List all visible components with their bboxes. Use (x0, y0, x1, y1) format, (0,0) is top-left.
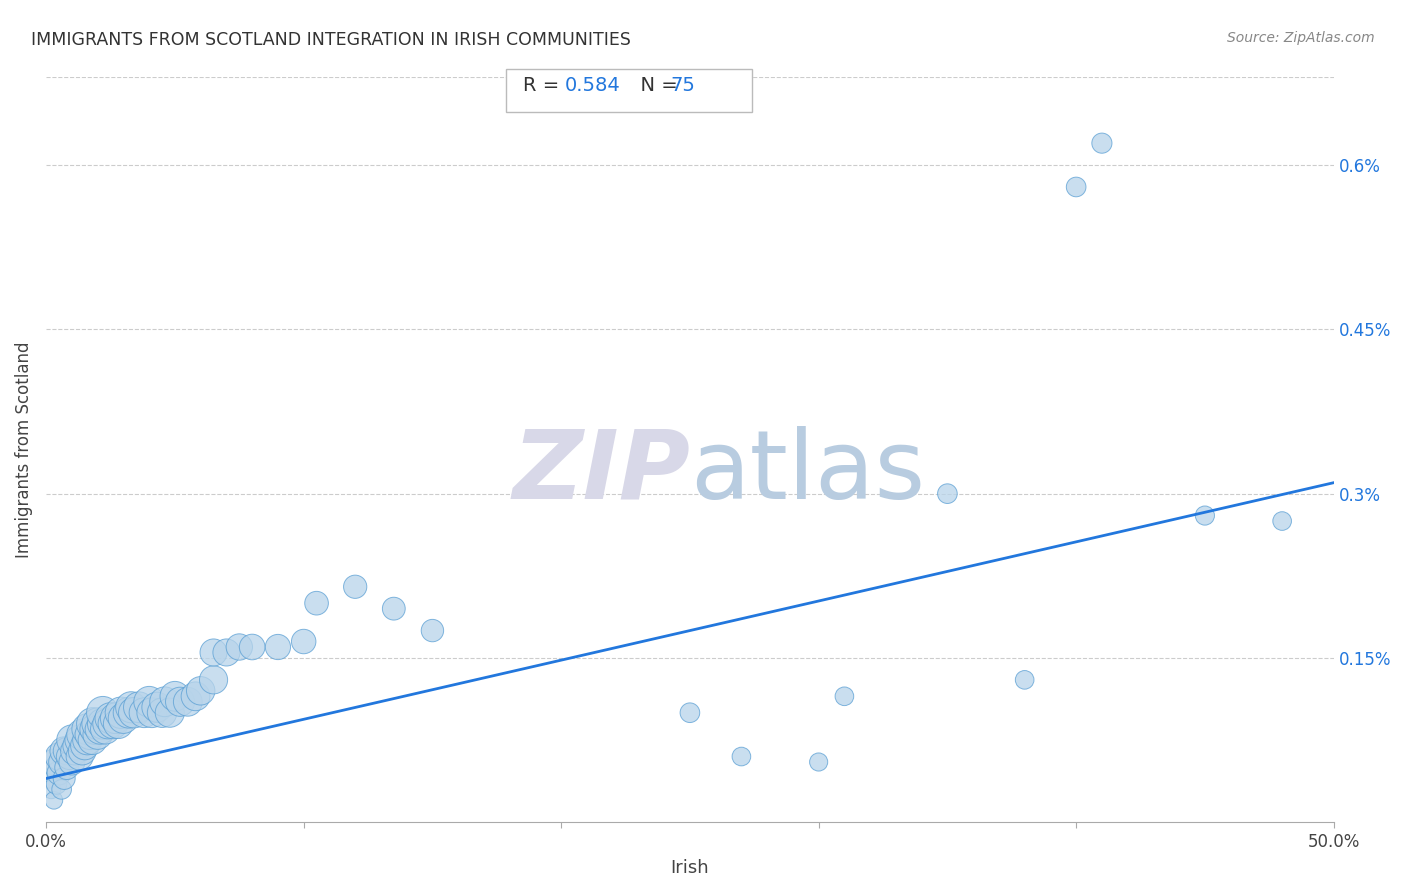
Point (132, 706, 155, 720)
Text: ZIP: ZIP (512, 425, 690, 518)
Text: IMMIGRANTS FROM SCOTLAND INTEGRATION IN IRISH COMMUNITIES: IMMIGRANTS FROM SCOTLAND INTEGRATION IN … (31, 31, 631, 49)
Point (86, 716, 108, 731)
Point (936, 486, 959, 500)
Point (70, 744, 93, 758)
Point (267, 640, 290, 654)
Point (807, 755, 830, 769)
Point (150, 706, 173, 720)
Point (38, 772, 60, 786)
Point (48, 766, 70, 780)
Point (63, 744, 86, 758)
Text: N =: N = (628, 76, 685, 95)
Point (58, 749, 80, 764)
Point (60, 733, 83, 747)
Point (305, 596, 328, 610)
Point (1271, 514, 1294, 528)
Point (84, 722, 107, 736)
Point (76, 733, 98, 747)
Point (1014, 673, 1036, 687)
Point (344, 580, 367, 594)
Point (159, 706, 181, 720)
Point (86, 728, 108, 742)
Point (66, 739, 89, 753)
Point (1091, 136, 1114, 150)
Point (94, 722, 117, 736)
Point (45, 760, 67, 774)
Point (110, 706, 132, 720)
Point (41, 782, 63, 797)
Point (97, 716, 120, 731)
Point (112, 711, 135, 725)
Point (82, 716, 104, 731)
Point (177, 695, 200, 709)
Point (56, 760, 79, 774)
Point (89, 722, 111, 736)
Text: Source: ZipAtlas.com: Source: ZipAtlas.com (1227, 31, 1375, 45)
Point (117, 706, 139, 720)
Point (146, 700, 169, 714)
Point (53, 744, 76, 758)
Point (82, 733, 104, 747)
Point (153, 695, 176, 709)
Point (42, 755, 65, 769)
Point (48, 749, 70, 764)
Text: R =: R = (523, 76, 565, 95)
Point (382, 601, 405, 615)
Point (76, 722, 98, 736)
Point (51, 782, 73, 797)
Point (240, 640, 263, 654)
Text: atlas: atlas (690, 425, 925, 518)
Point (679, 706, 702, 720)
Point (169, 695, 191, 709)
Point (56, 744, 79, 758)
Point (60, 755, 83, 769)
Point (79, 728, 101, 742)
Text: 0.584: 0.584 (565, 76, 621, 95)
Point (51, 755, 73, 769)
Point (202, 645, 225, 659)
Point (128, 700, 150, 714)
Point (120, 700, 142, 714)
Point (292, 634, 315, 648)
Point (184, 690, 207, 704)
Point (215, 645, 238, 659)
Point (42, 793, 65, 807)
Y-axis label: Immigrants from Scotland: Immigrants from Scotland (15, 342, 32, 558)
Point (1194, 508, 1216, 523)
Point (69, 733, 91, 747)
Point (91, 716, 114, 731)
Point (45, 777, 67, 791)
Text: 75: 75 (671, 76, 696, 95)
Point (104, 711, 127, 725)
X-axis label: Irish: Irish (671, 859, 709, 877)
Point (202, 673, 225, 687)
Point (70, 728, 93, 742)
Point (69, 749, 91, 764)
Point (141, 706, 163, 720)
Point (73, 739, 96, 753)
Point (100, 711, 122, 725)
Point (834, 690, 856, 704)
Point (122, 706, 145, 720)
Point (190, 683, 212, 698)
Point (422, 624, 444, 638)
Point (138, 695, 160, 709)
Point (163, 690, 186, 704)
Point (1064, 180, 1087, 194)
Point (730, 749, 752, 764)
Point (91, 706, 114, 720)
Point (53, 772, 76, 786)
Point (107, 716, 129, 731)
Point (228, 640, 250, 654)
Point (101, 716, 124, 731)
